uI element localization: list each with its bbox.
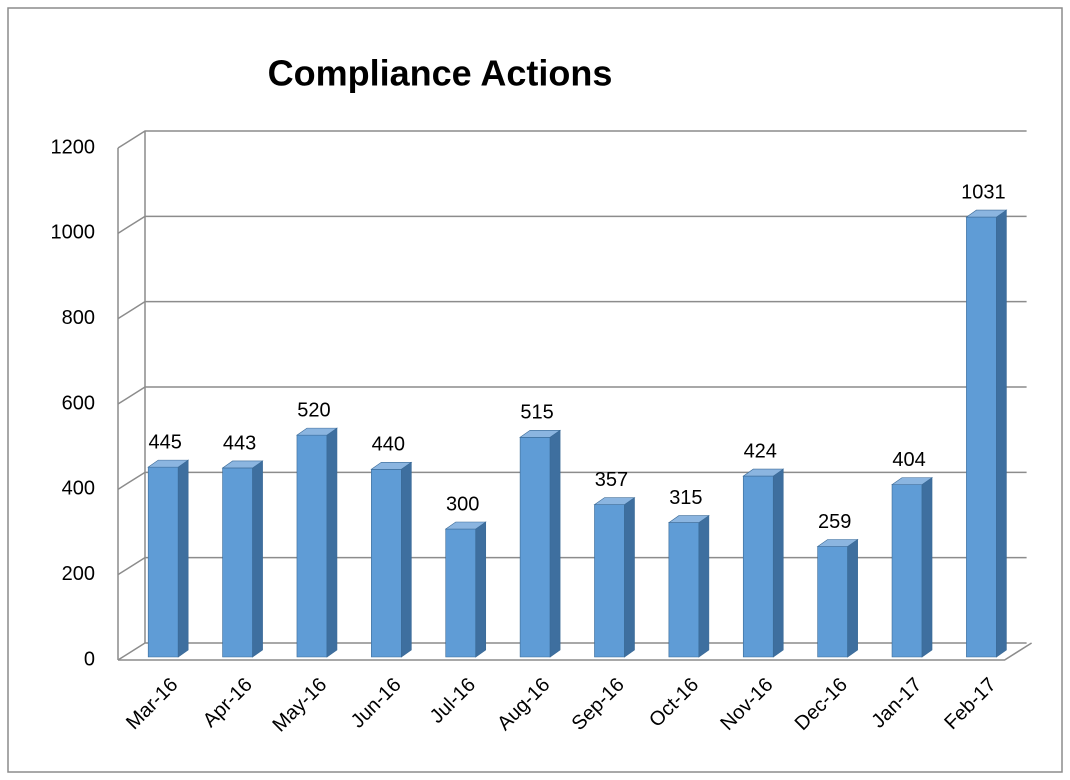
bar-side (252, 460, 263, 658)
bar-front (147, 466, 179, 658)
bar-front (668, 522, 700, 658)
y-tick-label: 400 (62, 478, 95, 500)
grid-line (117, 642, 1027, 661)
bar-top (742, 468, 785, 477)
y-tick-label: 800 (62, 307, 95, 329)
chart-title: Compliance Actions (268, 53, 613, 94)
bar-top (519, 429, 562, 438)
bar-side (698, 515, 710, 658)
bar (147, 459, 190, 658)
bar-side (624, 497, 635, 658)
grid-line (117, 556, 1027, 576)
bar-top (221, 460, 264, 469)
bar-side (401, 461, 412, 658)
bar-side (177, 459, 189, 658)
y-tick-label: 600 (62, 392, 95, 414)
y-tick-label: 1000 (51, 222, 96, 244)
y-tick-label: 0 (84, 648, 95, 670)
grid-line (117, 215, 1027, 234)
chart-border (7, 7, 1063, 773)
data-label: 357 (595, 469, 628, 491)
bar-front (891, 484, 923, 658)
bar (742, 468, 785, 658)
bar-top (370, 461, 413, 470)
bar-front (742, 475, 774, 658)
bar-side (475, 521, 487, 658)
data-label: 445 (149, 431, 182, 453)
bar-front (445, 528, 477, 658)
bar (667, 515, 710, 658)
data-label: 440 (372, 434, 405, 456)
grid-line (117, 471, 1027, 490)
bar (370, 461, 413, 658)
data-label: 315 (669, 487, 702, 509)
bar-top (667, 515, 710, 523)
bar-top (147, 459, 190, 468)
bar (444, 521, 487, 658)
bar (519, 429, 562, 658)
bar-front (519, 436, 551, 658)
bar-front (296, 434, 328, 658)
data-label: 520 (297, 399, 330, 421)
bar-front (966, 216, 997, 658)
y-tick-label: 200 (62, 563, 95, 585)
bar-side (326, 427, 338, 658)
bar-top (891, 477, 933, 485)
data-label: 443 (223, 432, 256, 454)
grid-line (117, 386, 1027, 405)
data-label: 1031 (961, 181, 1006, 203)
bar-side (996, 209, 1007, 658)
bar-top (444, 521, 487, 530)
data-label: 259 (818, 511, 851, 533)
bar (221, 460, 264, 658)
bar-top (816, 539, 859, 547)
grid-line (117, 130, 1027, 149)
data-label: 424 (744, 440, 777, 462)
floor (118, 642, 1032, 661)
data-label: 404 (892, 449, 925, 471)
bar (891, 477, 933, 658)
bar-front (594, 504, 625, 658)
bar-side (772, 468, 784, 658)
bar (593, 497, 636, 658)
data-label: 515 (520, 402, 553, 424)
bar-side (549, 429, 561, 658)
bar-front (222, 467, 253, 658)
bar-top (296, 427, 338, 436)
data-label: 300 (446, 493, 479, 515)
bar-top (593, 497, 636, 505)
y-tick-label: 1200 (51, 136, 96, 158)
bar-side (847, 538, 858, 658)
bar-front (371, 468, 402, 658)
bar-side (921, 477, 933, 658)
bar (816, 538, 859, 658)
grid-line (117, 300, 1027, 320)
bar (965, 209, 1008, 658)
bar-front (817, 546, 848, 658)
bar (296, 427, 338, 658)
bar-top (965, 209, 1008, 218)
